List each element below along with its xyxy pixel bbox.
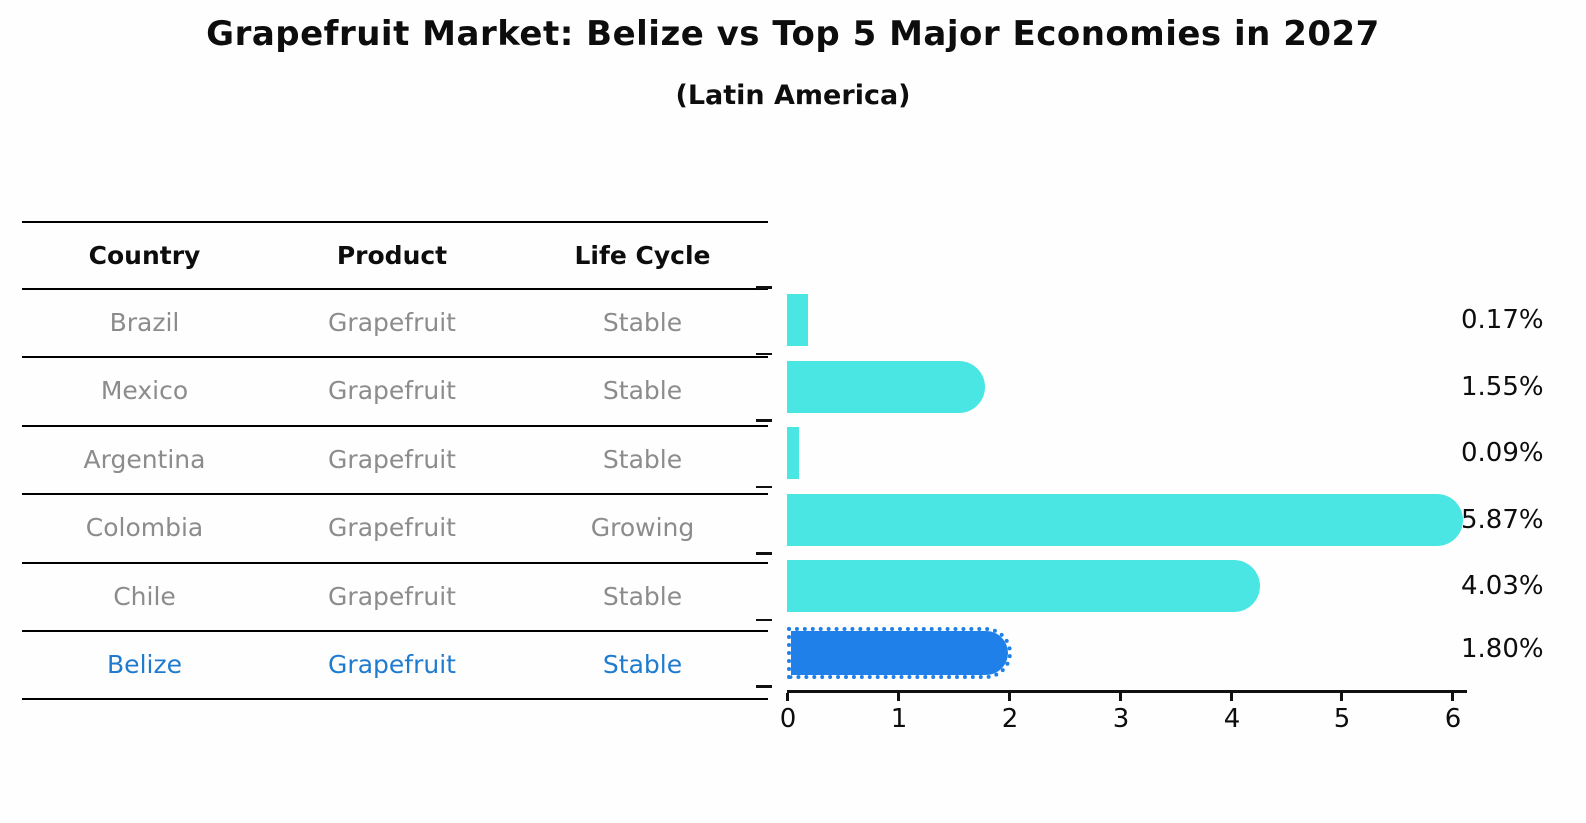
cell-product: Grapefruit	[328, 308, 456, 337]
cell-product: Grapefruit	[328, 513, 456, 543]
chart-subtitle: (Latin America)	[675, 80, 911, 111]
cell-life-cycle: Stable	[602, 444, 683, 474]
table-row-chile: Chile Grapefruit Stable	[22, 564, 768, 632]
cell-life-cycle: Stable	[602, 376, 683, 406]
x-axis-tick	[1008, 693, 1011, 701]
cell-life-cycle: Stable	[602, 308, 683, 337]
x-tick-label-6: 6	[1444, 704, 1462, 734]
x-axis-tick	[1119, 693, 1122, 701]
table-row-mexico: Mexico Grapefruit Stable	[22, 358, 768, 427]
cell-product: Grapefruit	[328, 581, 456, 611]
x-axis-tick	[1451, 693, 1454, 701]
cell-country: Mexico	[100, 376, 189, 406]
x-tick-label-1: 1	[890, 704, 908, 734]
country-table: Country Product Life Cycle Brazil Grapef…	[22, 221, 768, 701]
cell-country: Argentina	[83, 444, 206, 474]
table-row-argentina: Argentina Grapefruit Stable	[22, 427, 768, 496]
x-axis-line	[787, 690, 1467, 693]
value-label-belize: 1.80%	[1461, 634, 1544, 664]
value-label-chile: 4.03%	[1461, 571, 1544, 601]
y-axis-tick	[756, 685, 772, 688]
x-axis-tick	[786, 693, 789, 701]
x-tick-label-2: 2	[1001, 704, 1019, 734]
value-label-brazil: 0.17%	[1461, 305, 1544, 335]
table-row-belize: Belize Grapefruit Stable	[22, 632, 768, 701]
cell-country: Chile	[113, 581, 176, 611]
column-header-life-cycle: Life Cycle	[574, 241, 711, 270]
value-label-argentina: 0.09%	[1461, 438, 1544, 468]
cell-country: Belize	[107, 649, 182, 679]
x-axis-tick	[1230, 693, 1233, 701]
x-axis-tick	[897, 693, 900, 701]
y-axis-tick	[756, 286, 772, 289]
x-tick-label-0: 0	[779, 704, 797, 734]
bar-mexico	[787, 360, 985, 413]
y-axis-tick	[756, 485, 772, 488]
cell-life-cycle: Stable	[602, 649, 683, 679]
bar-belize-highlighted	[787, 626, 1013, 679]
value-label-colombia: 5.87%	[1461, 504, 1544, 535]
y-axis-tick	[756, 419, 772, 422]
bar-colombia	[787, 493, 1464, 546]
cell-product: Grapefruit	[328, 649, 456, 679]
y-axis-tick	[756, 552, 772, 555]
value-label-mexico: 1.55%	[1461, 371, 1544, 402]
column-header-product: Product	[336, 241, 448, 270]
x-tick-label-3: 3	[1112, 704, 1130, 734]
cell-product: Grapefruit	[328, 376, 456, 406]
table-header-row: Country Product Life Cycle	[22, 223, 768, 290]
cell-product: Grapefruit	[328, 444, 456, 474]
cell-country: Brazil	[109, 308, 180, 337]
cell-country: Colombia	[85, 513, 204, 543]
bar-argentina	[787, 427, 799, 479]
cell-life-cycle: Stable	[602, 581, 683, 611]
y-axis-tick	[756, 352, 772, 355]
column-header-country: Country	[88, 241, 201, 270]
bar-brazil	[787, 294, 808, 346]
x-tick-label-4: 4	[1223, 704, 1241, 734]
table-row-brazil: Brazil Grapefruit Stable	[22, 290, 768, 359]
table-row-colombia: Colombia Grapefruit Growing	[22, 495, 768, 564]
bar-chile	[787, 560, 1260, 612]
x-axis-tick	[1340, 693, 1343, 701]
y-axis-tick	[756, 618, 772, 621]
chart-title: Grapefruit Market: Belize vs Top 5 Major…	[206, 14, 1380, 54]
x-tick-label-5: 5	[1333, 704, 1351, 734]
cell-life-cycle: Growing	[590, 513, 695, 543]
